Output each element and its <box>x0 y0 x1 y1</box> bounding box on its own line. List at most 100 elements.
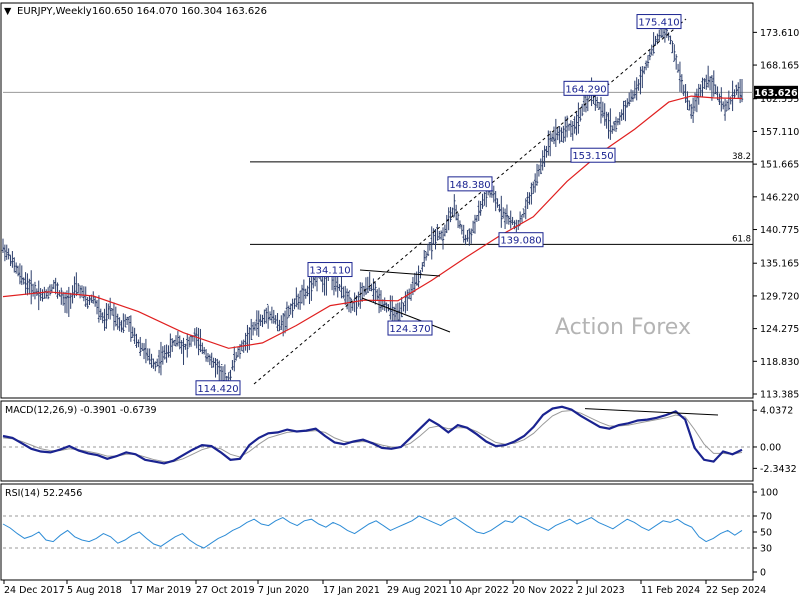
price-bar <box>669 35 672 45</box>
current-price-label: 163.626 <box>754 88 798 99</box>
price-bar <box>609 108 612 140</box>
price-bar <box>612 120 616 132</box>
price-bar <box>503 208 507 230</box>
price-bar <box>637 79 640 91</box>
price-bar <box>302 279 306 306</box>
price-bar <box>349 297 353 314</box>
price-bar <box>712 70 715 97</box>
price-bar <box>347 290 351 313</box>
time-tick-label: 27 Oct 2019 <box>196 585 255 596</box>
price-bar <box>434 228 437 250</box>
price-bar <box>77 283 80 294</box>
price-bar <box>99 308 102 321</box>
price-bar <box>706 65 710 88</box>
price-tick-label: 162.555 <box>760 94 799 105</box>
price-bar <box>101 312 104 324</box>
price-bar <box>473 214 477 234</box>
price-bar <box>278 319 281 332</box>
price-bar <box>697 83 700 105</box>
price-bar <box>287 305 291 318</box>
time-tick-label: 17 Jan 2021 <box>323 585 380 596</box>
rsi-series-line <box>2 515 743 549</box>
time-tick-label: 17 Mar 2019 <box>131 585 191 596</box>
price-bar <box>280 315 283 331</box>
price-bar <box>20 265 24 286</box>
price-bar <box>682 84 685 97</box>
macd-tick-label: -2.3432 <box>760 464 797 475</box>
price-bar <box>537 164 541 177</box>
price-bar <box>203 346 206 355</box>
price-bar <box>69 292 72 309</box>
price-label: 164.290 <box>563 80 609 96</box>
price-bar <box>705 74 708 90</box>
price-bar <box>263 309 266 325</box>
time-tick-label: 10 Apr 2022 <box>450 585 509 596</box>
price-bar <box>107 303 110 320</box>
price-labels: 175.410 164.290 153.150 148.380 139.080 134.1… <box>195 14 682 396</box>
moving-average-line <box>2 95 743 349</box>
price-label: 124.370 <box>387 320 433 336</box>
price-bar <box>445 214 448 234</box>
price-bar <box>67 286 71 318</box>
price-bar <box>627 92 631 107</box>
price-bar <box>524 198 527 220</box>
price-bar <box>520 213 524 223</box>
price-bar <box>686 91 689 110</box>
price-bar <box>283 310 287 334</box>
price-bar <box>678 61 682 92</box>
rsi-tick-label: 100 <box>760 488 778 499</box>
price-bar <box>701 77 704 98</box>
price-label: 134.110 <box>307 262 353 278</box>
price-bar <box>250 318 253 340</box>
price-bar <box>135 333 138 348</box>
price-bar <box>573 116 576 134</box>
price-bar <box>364 277 368 295</box>
price-bar <box>406 289 409 311</box>
price-bar <box>404 291 407 314</box>
price-label-text: 175.410 <box>638 18 679 29</box>
price-bar <box>257 310 260 337</box>
price-bar <box>9 254 12 267</box>
price-bar <box>618 112 621 125</box>
price-bar <box>601 101 605 118</box>
price-bar <box>575 112 578 136</box>
price-bar <box>142 343 146 360</box>
macd-tick-label: 0.00 <box>760 442 781 453</box>
price-bar <box>451 207 454 217</box>
price-bar <box>552 126 556 145</box>
price-bar <box>41 289 44 302</box>
price-bar <box>693 92 697 112</box>
price-bar <box>690 103 693 119</box>
current-price-marker: 163.626 <box>754 85 798 99</box>
price-bar <box>180 340 183 354</box>
price-bar <box>554 118 558 148</box>
price-bar <box>629 89 633 103</box>
price-label-text: 114.420 <box>197 384 238 395</box>
fib-level-label: 61.8 <box>732 234 751 244</box>
price-bar <box>579 109 582 122</box>
price-bar <box>229 369 232 381</box>
chevron-down-icon[interactable]: ▼ <box>4 6 12 17</box>
price-bar <box>470 228 473 244</box>
price-bar <box>253 321 257 331</box>
price-label: 153.150 <box>570 147 616 163</box>
triangle-upper-line <box>359 269 441 277</box>
price-bar <box>84 286 87 307</box>
price-bar <box>614 116 618 132</box>
price-bar <box>159 341 163 376</box>
price-bar <box>35 288 39 296</box>
price-bar <box>483 192 486 206</box>
price-bar <box>344 285 347 305</box>
time-tick-label: 11 Feb 2024 <box>641 585 700 596</box>
price-bar <box>691 97 695 123</box>
price-bar <box>110 308 114 316</box>
price-bar <box>571 121 574 141</box>
price-bar <box>532 181 535 194</box>
price-bar <box>122 313 125 333</box>
rsi-label: RSI(14) 52.2456 <box>5 488 82 499</box>
macd-series-macd <box>2 405 743 465</box>
price-bar <box>295 287 298 308</box>
channel-dashed-line <box>253 18 687 385</box>
price-label-text: 164.290 <box>565 84 606 95</box>
